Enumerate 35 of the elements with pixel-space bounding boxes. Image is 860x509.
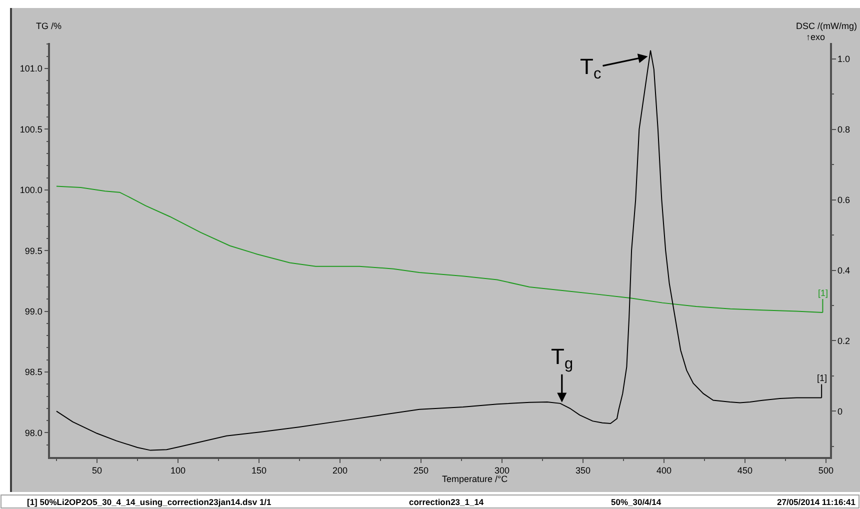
x-tick-label: 50: [92, 466, 102, 476]
text: ↑exo: [806, 32, 826, 42]
x-tick-label: 100: [170, 466, 186, 476]
text: 50%_30/4/14: [611, 497, 662, 507]
y-tick-label: 100.0: [20, 185, 42, 196]
x-tick-label: 300: [494, 466, 510, 476]
series-label: [1]: [817, 373, 828, 383]
y-tick-label: 99.5: [24, 246, 42, 256]
text: correction23_1_14: [409, 497, 484, 507]
x-tick-label: 200: [332, 466, 348, 476]
y-tick-label: 101.0: [20, 64, 42, 74]
y2-tick-label: 0.8: [838, 124, 850, 134]
y2-tick-label: 1.0: [838, 54, 850, 64]
series-label: [1]: [818, 288, 828, 298]
y2-tick-label: 0.2: [838, 336, 850, 346]
y2-tick-label: 0.6: [838, 194, 850, 205]
y2-axis-title: DSC /(mW/mg): [796, 21, 857, 31]
x-tick-label: 350: [575, 466, 590, 476]
x-tick-label: 150: [251, 466, 266, 476]
x-tick-label: 450: [737, 466, 752, 476]
y-tick-label: 98.0: [24, 428, 42, 438]
x-tick-label: 400: [656, 466, 672, 476]
annotation: T$_{g}$: [551, 344, 574, 373]
y-axis-title: TG /%: [36, 21, 62, 31]
y-tick-label: 98.5: [24, 367, 42, 378]
y-tick-label: 100.5: [20, 124, 42, 134]
text: 27/05/2014 11:16:41: [777, 497, 856, 507]
y2-tick-label: 0.4: [838, 265, 850, 276]
x-axis-title: Temperature /°C: [442, 474, 508, 484]
x-tick-label: 500: [818, 466, 834, 476]
annotation: T$_{c}$: [580, 54, 602, 83]
y2-tick-label: 0: [838, 406, 843, 416]
x-tick-label: 250: [413, 466, 428, 476]
y-tick-label: 99.0: [24, 306, 42, 316]
text: [1] 50%Li2OP2O5_30_4_14_using_correction23jan14.dsv 1/1: [27, 497, 272, 507]
